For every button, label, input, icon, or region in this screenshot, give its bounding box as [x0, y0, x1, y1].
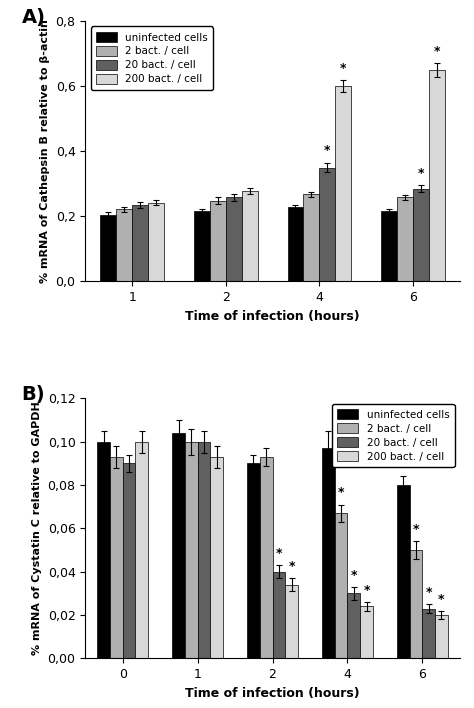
Bar — [413, 188, 429, 281]
Bar — [360, 607, 373, 658]
Text: *: * — [426, 586, 432, 599]
Bar — [429, 70, 445, 281]
Bar — [322, 448, 335, 658]
Bar — [198, 442, 210, 658]
Bar — [132, 205, 148, 281]
Bar — [226, 198, 242, 281]
Bar — [110, 457, 123, 658]
Text: *: * — [276, 547, 282, 560]
Bar — [397, 198, 413, 281]
Bar — [335, 513, 347, 658]
Bar — [242, 191, 257, 281]
Bar — [116, 209, 132, 281]
Bar — [123, 463, 136, 658]
Text: *: * — [338, 486, 344, 499]
Bar — [136, 442, 148, 658]
Text: *: * — [363, 584, 370, 597]
Text: *: * — [418, 167, 424, 181]
Bar — [381, 212, 397, 281]
Text: *: * — [413, 523, 419, 536]
Text: *: * — [324, 144, 330, 157]
Text: B): B) — [22, 385, 46, 404]
Text: *: * — [288, 560, 295, 573]
Bar — [97, 442, 110, 658]
Text: *: * — [340, 62, 346, 75]
Text: *: * — [438, 593, 445, 605]
Bar — [335, 86, 351, 281]
Y-axis label: % mRNA of Cystatin C relative to GAPDH: % mRNA of Cystatin C relative to GAPDH — [32, 401, 42, 656]
Bar — [303, 194, 319, 281]
Bar — [319, 168, 335, 281]
Text: *: * — [434, 45, 440, 57]
X-axis label: Time of infection (hours): Time of infection (hours) — [185, 309, 360, 323]
Y-axis label: % mRNA of Cathepsin B relative to β-actin: % mRNA of Cathepsin B relative to β-acti… — [40, 19, 50, 283]
Bar — [285, 585, 298, 658]
Bar — [210, 457, 223, 658]
Bar — [397, 485, 410, 658]
Bar — [194, 212, 210, 281]
Legend: uninfected cells, 2 bact. / cell, 20 bact. / cell, 200 bact. / cell: uninfected cells, 2 bact. / cell, 20 bac… — [91, 26, 213, 90]
Bar — [172, 433, 185, 658]
X-axis label: Time of infection (hours): Time of infection (hours) — [185, 687, 360, 700]
Bar — [435, 615, 448, 658]
Bar — [247, 463, 260, 658]
Bar — [185, 442, 198, 658]
Bar — [148, 202, 164, 281]
Bar — [347, 593, 360, 658]
Bar — [288, 207, 303, 281]
Bar — [100, 215, 116, 281]
Bar — [273, 572, 285, 658]
Legend: uninfected cells, 2 bact. / cell, 20 bact. / cell, 200 bact. / cell: uninfected cells, 2 bact. / cell, 20 bac… — [332, 404, 455, 467]
Bar — [210, 200, 226, 281]
Bar — [410, 550, 422, 658]
Bar — [422, 609, 435, 658]
Text: A): A) — [22, 8, 46, 27]
Text: *: * — [351, 569, 357, 582]
Bar — [260, 457, 273, 658]
